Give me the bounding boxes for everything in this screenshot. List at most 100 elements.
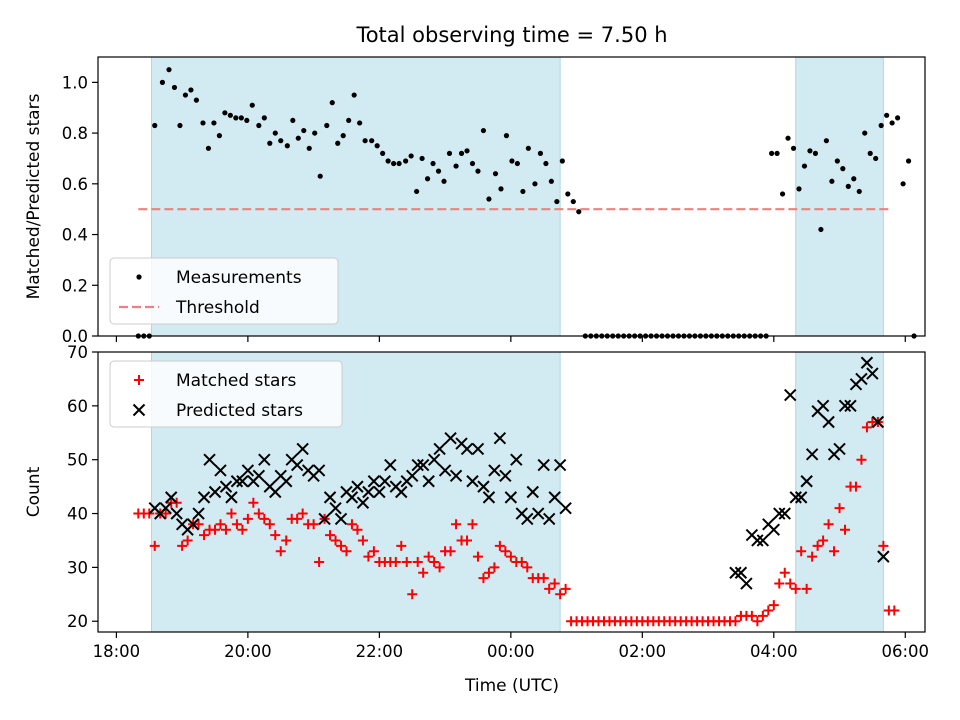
measurement-point [900,181,906,187]
matched-star-point [483,567,494,578]
matched-star-point [774,578,785,589]
matched-star-point [768,600,779,611]
top-panel: 0.0 0.2 0.4 0.6 0.8 1.0 Matched/Predicted star… [24,56,926,346]
predicted-star-point [800,475,813,488]
predicted-star-point [345,491,359,504]
measurement-point [486,196,492,202]
matched-star-point [231,519,242,530]
matched-star-point [396,540,407,551]
matched-star-point [330,535,341,546]
predicted-star-point [422,475,435,488]
predicted-star-point [378,475,392,488]
matched-star-point [505,551,516,562]
matched-star-point [368,546,379,557]
measurement-point [227,112,233,118]
matched-star-point [253,508,264,519]
measurement-point [801,163,808,169]
measurement-point [769,150,775,156]
measurement-point [317,173,323,179]
matched-star-point [889,605,900,616]
legend-label: Predicted stars [176,401,303,421]
y-tick-label: 60 [67,397,88,416]
measurement-point [543,160,549,167]
predicted-star-point [280,475,293,488]
matched-star-point [220,524,231,535]
measurement-point [441,178,447,184]
predicted-star-point [367,475,381,488]
predicted-star-point [488,464,501,477]
measurement-point [346,117,352,124]
legend: Measurements Threshold [109,257,339,325]
measurement-point [329,100,335,106]
measurement-point [565,191,571,197]
measurement-point [222,110,228,116]
measurement-point [823,138,829,144]
predicted-star-point [164,491,178,504]
y-tick-label: 0.8 [62,124,88,143]
matched-star-point [341,546,352,557]
matched-star-point [308,519,319,530]
measurement-point [862,130,868,136]
matched-star-point [790,583,801,594]
predicted-star-point [822,415,835,429]
predicted-star-point [214,464,227,477]
matched-star-point [357,535,368,546]
measurement-point [867,150,873,156]
matched-star-point [878,540,889,551]
matched-star-point [478,573,489,584]
predicted-star-point [532,507,545,520]
measurement-point [532,181,538,187]
y-tick-label: 70 [67,343,88,362]
predicted-star-point [186,518,200,531]
predicted-star-point [406,469,419,483]
predicted-star-point [159,501,172,515]
predicted-star-point [805,448,819,461]
measurement-point [812,150,819,156]
matched-star-point [538,573,549,584]
predicted-star-point [197,491,211,504]
measurement-point [878,122,884,129]
matched-star-point [434,562,445,573]
matched-star-point [149,540,160,551]
measurement-point [351,92,357,98]
x-tick-label: 00:00 [487,642,535,661]
predicted-star-point [225,491,238,504]
predicted-star-point [838,399,852,413]
legend-matched-swatch [134,375,144,385]
measurement-point [424,176,431,182]
matched-star-point [418,567,429,578]
matched-star-point [275,546,286,557]
y-axis-label: Matched/Predicted stars [24,93,44,299]
measurement-point [856,188,862,195]
legend: Matched stars Predicted stars [109,360,343,428]
predicted-star-point [329,501,342,515]
predicted-star-point [767,523,781,536]
measurement-point [284,143,290,149]
predicted-star-point [833,442,846,456]
predicted-star-point [794,491,808,504]
measurement-point [785,135,791,141]
predicted-star-point [778,507,791,520]
predicted-star-point [537,458,550,472]
predicted-star-point [493,431,507,445]
measurement-point [537,150,544,156]
measurement-point [152,122,158,129]
matched-star-point [248,497,259,508]
matched-star-point [352,524,363,535]
measurement-point [464,148,470,154]
measurement-point [278,138,284,144]
measurement-point [905,158,912,164]
measurement-point [796,186,802,192]
measurement-point [570,198,576,205]
measurement-point [414,188,420,195]
predicted-star-point [784,388,797,402]
measurement-point [829,178,835,184]
matched-star-point [467,519,478,530]
matched-star-point [325,530,336,541]
matched-star-point [336,540,347,551]
measurement-point [818,226,824,233]
matched-star-point [779,567,790,578]
measurement-point [267,140,273,146]
matched-star-point [829,546,840,557]
measurement-point [369,138,375,144]
